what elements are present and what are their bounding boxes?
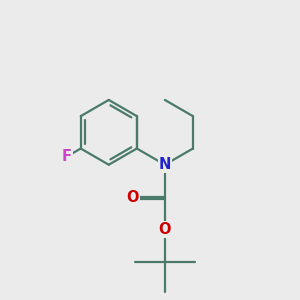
Text: N: N <box>159 157 171 172</box>
Text: O: O <box>159 222 171 237</box>
Text: O: O <box>126 190 139 205</box>
Text: F: F <box>62 149 72 164</box>
